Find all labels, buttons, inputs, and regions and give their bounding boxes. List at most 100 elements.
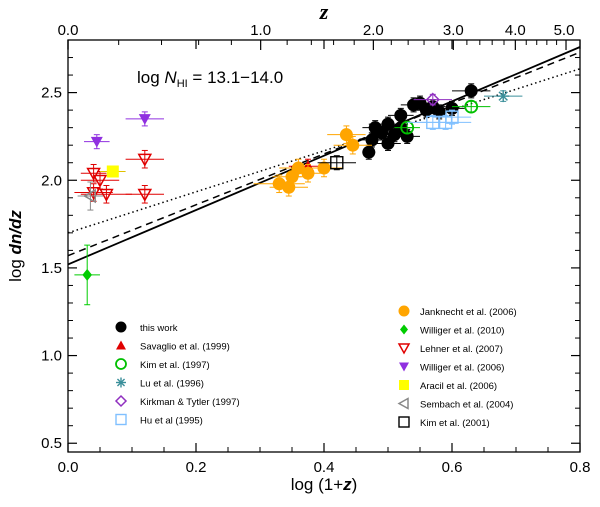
data-point [365,133,379,147]
legend-marker-savaglio-et-al-1999 [116,340,126,350]
data-point [394,108,408,122]
data-point [138,114,151,125]
fit-line-solid [67,46,581,266]
legend-marker-sembach-et-al-2004 [397,397,409,410]
x-axis-title: log (1+z) [291,475,358,494]
legend-label: Kim et al. (1997) [140,360,210,371]
series-kim-et-al-2001 [317,155,356,171]
data-points [74,83,523,306]
data-point [301,166,315,180]
legend: this work Savaglio et al. (1999) Kim et al… [114,305,517,429]
legend-marker-aracil-et-al-2006 [399,380,409,390]
legend-label: Sembach et al. (2004) [420,400,513,411]
x-axis-title-suffix: ) [352,475,358,494]
annotation-subscript: HI [177,78,188,90]
data-point [464,99,479,114]
top-tick-label: 1.0 [250,22,271,39]
legend-label: Kim et al. (2001) [420,418,490,429]
annotation: log NHI = 13.1−14.0 [137,68,283,90]
legend-label: Aracil et al. (2006) [420,381,497,392]
x-axis-title-symbol: z [342,475,352,494]
data-point [497,90,510,103]
legend-label: Williger et al. (2010) [420,326,504,337]
legend-label: this work [140,323,178,334]
data-point [82,268,92,281]
top-tick-label: 4.0 [505,22,526,39]
y-axis-title: log dn/dz [6,210,25,282]
legend-marker-lu-et-al-1996 [116,377,126,388]
fit-line-dashed [67,51,581,257]
asterisk-stroke [116,378,126,387]
data-point [362,145,376,159]
y-tick-label: 1.0 [41,348,62,365]
fit-lines [67,46,581,266]
top-tick-label: 2.0 [363,22,384,39]
legend-marker-lehner-et-al-2007 [397,343,411,355]
data-point [99,188,114,202]
annotation-symbol: N [164,68,177,87]
data-point [330,156,344,170]
data-point [464,84,478,98]
legend-marker-kirkman-tytler-1997 [114,394,128,408]
y-axis-title-symbol: dn/dz [6,210,25,255]
x-tick-label: 0.6 [442,459,463,476]
legend-marker-williger-et-al-2006 [399,362,409,372]
legend-marker-janknecht-et-al-2006 [398,305,410,317]
data-point [375,126,389,140]
legend-marker-hu-et-al-1995 [115,413,127,426]
x-tick-label: 0.8 [570,459,591,476]
top-axis-title: z [319,0,329,24]
x-axis-title-prefix: log (1+ [291,475,344,494]
annotation-label: log NHI = 13.1−14.0 [137,68,283,90]
y-tick-label: 0.5 [41,435,62,452]
x-tick-label: 0.2 [186,459,207,476]
legend-label: Hu et al (1995) [140,416,203,427]
top-tick-label: 3.0 [443,22,464,39]
series-sembach-et-al-2004 [77,181,104,211]
legend-label: Lu et al. (1996) [140,379,204,390]
data-point [425,92,440,107]
top-tick-label: 0.0 [58,22,79,39]
series-janknecht-et-al-2006 [253,125,372,197]
y-tick-label: 1.5 [41,260,62,277]
data-point [106,165,119,178]
series-kim-et-al-1997 [394,99,491,135]
legend-label: Janknecht et al. (2006) [420,307,517,318]
data-point [137,188,153,202]
series-aracil-et-al-2006 [100,165,126,178]
legend-marker-kim-et-al-2001 [398,416,410,428]
data-point [400,120,415,135]
data-point [317,161,331,175]
series-kirkman-tytler-1997 [413,92,452,107]
x-tick-label: 0.4 [314,459,335,476]
y-tick-label: 2.0 [41,172,62,189]
legend-marker-this-work [115,321,127,333]
legend-label: Williger et al. (2006) [420,363,504,374]
data-point [137,153,153,167]
data-point [381,117,395,131]
annotation-prefix: log [137,68,164,87]
legend-marker-kim-et-al-1997 [115,358,127,370]
data-point [381,136,395,150]
data-point [92,174,108,188]
asterisk-stroke [498,91,508,101]
x-tick-label: 0.0 [58,459,79,476]
legend-label: Lehner et al. (2007) [420,344,503,355]
top-tick-label: 5.0 [554,22,575,39]
y-tick-label: 2.5 [41,85,62,102]
data-point [339,128,353,142]
legend-marker-williger-et-al-2010 [400,324,408,335]
annotation-range: = 13.1−14.0 [188,68,283,87]
series-lu-et-al-1996 [484,90,523,103]
data-point [86,167,101,181]
series-this-work [359,83,491,160]
legend-label: Savaglio et al. (1999) [140,342,230,353]
data-point [82,188,96,204]
y-axis-title-prefix: log [6,254,25,281]
series-williger-et-al-2006 [84,111,164,150]
axis-ticks: 0.0 0.2 0.4 0.6 0.8 0.5 1.0 1.5 2.0 2.5 0.0 1.0 2.0 3… [41,22,590,476]
legend-label: Kirkman & Tytler (1997) [140,397,240,408]
series-lehner-et-al-2007 [74,149,164,204]
series-hu-et-al-1995 [407,109,472,130]
